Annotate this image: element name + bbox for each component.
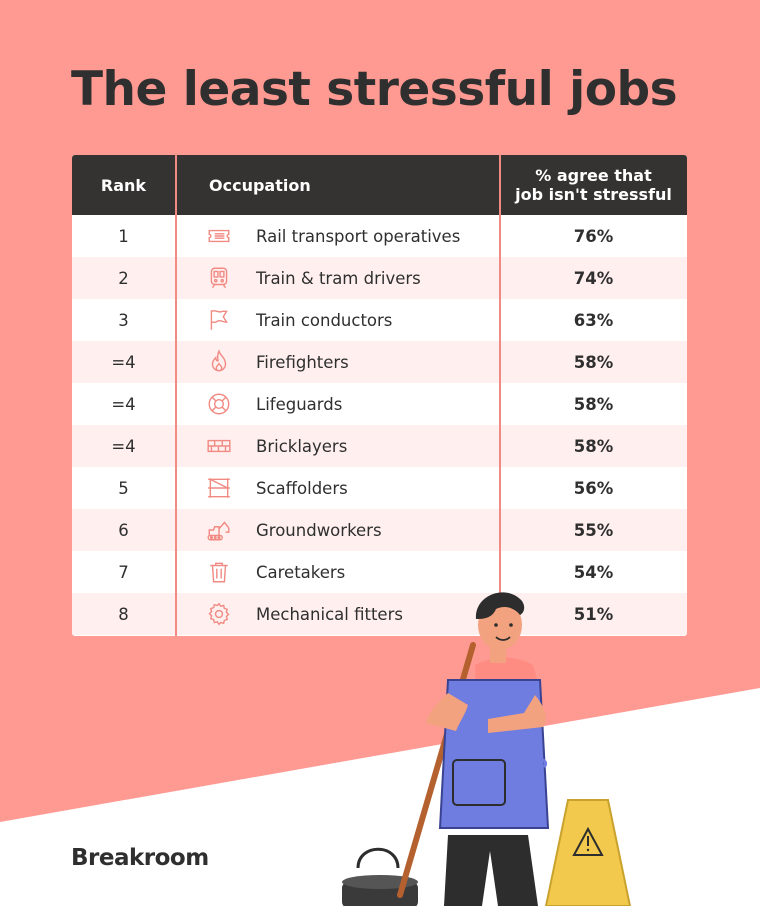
rank-cell: 3 [118,310,129,330]
occupation-cell: Train conductors [256,310,393,330]
table-row: 7 Caretakers 54% [72,551,687,593]
column-divider [175,155,177,636]
table-row: 6 Groundworkers 55% [72,509,687,551]
table-row: 1 Rail transport operatives 76% [72,215,687,257]
header-occupation: Occupation [209,175,311,195]
percent-cell: 56% [573,478,614,498]
trousers [444,835,538,906]
table-header: Rank Occupation % agree that job isn't s… [72,155,687,215]
train-icon [210,267,228,289]
percent-cell: 54% [573,562,614,582]
table-row: 5 Scaffolders 56% [72,467,687,509]
occupation-cell: Bricklayers [256,436,348,456]
column-divider [499,155,501,636]
header-rank: Rank [100,175,147,195]
percent-cell: 51% [573,604,614,624]
occupation-cell: Caretakers [256,562,346,582]
jobs-table: Rank Occupation % agree that job isn't s… [72,155,687,636]
header-percent-line2: job isn't stressful [515,185,672,204]
gear-icon [208,602,230,626]
table-row: =4 Bricklayers 58% [72,425,687,467]
lifebuoy-icon [208,393,230,415]
table-row: 8 Mechanical fitters 51% [72,593,687,635]
rank-cell: 6 [118,520,129,540]
flame-icon [211,349,227,372]
table-row: 3 Train conductors 63% [72,299,687,341]
occupation-cell: Train & tram drivers [256,268,421,288]
rank-cell: =4 [111,352,136,372]
trash-bin-icon [210,562,228,583]
occupation-cell: Lifeguards [256,394,343,414]
rank-cell: =4 [111,436,136,456]
rank-cell: 5 [118,478,129,498]
janitor-illustration [342,592,632,906]
occupation-cell: Mechanical fitters [256,604,403,624]
rank-cell: 2 [118,268,129,288]
apron-pocket [452,759,506,806]
percent-cell: 58% [573,436,614,456]
ticket-icon [208,229,230,243]
page-title: The least stressful jobs [71,62,678,117]
percent-cell: 63% [573,310,614,330]
header-percent-line1: % agree that [535,166,652,185]
percent-cell: 74% [573,268,614,288]
rank-cell: 8 [118,604,129,624]
rank-cell: =4 [111,394,136,414]
table-row: 2 Train & tram drivers 74% [72,257,687,299]
percent-cell: 58% [573,394,614,414]
flag-icon [210,310,228,330]
table-row: =4 Firefighters 58% [72,341,687,383]
percent-cell: 55% [573,520,614,540]
table-row: =4 Lifeguards 58% [72,383,687,425]
occupation-cell: Firefighters [256,352,349,372]
breakroom-logo: Breakroom [71,845,209,871]
rank-cell: 1 [118,226,129,246]
wet-floor-sign-illustration [544,799,632,906]
bricks-icon [207,439,231,453]
header-percent: % agree that job isn't stressful [500,155,687,215]
percent-cell: 76% [573,226,614,246]
occupation-cell: Scaffolders [256,478,348,498]
occupation-cell: Groundworkers [256,520,382,540]
percent-cell: 58% [573,352,614,372]
occupation-cell: Rail transport operatives [256,226,461,246]
rank-cell: 7 [118,562,129,582]
excavator-icon [207,521,230,541]
scaffold-icon [208,478,230,498]
worker-head [475,592,525,663]
